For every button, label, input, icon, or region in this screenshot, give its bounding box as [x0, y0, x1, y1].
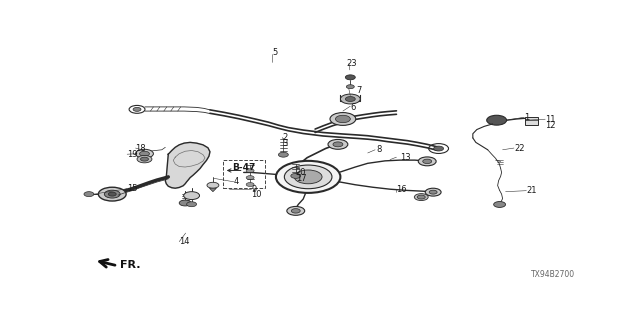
Circle shape — [425, 188, 441, 196]
Circle shape — [187, 202, 196, 207]
Circle shape — [141, 157, 148, 161]
Text: 11: 11 — [545, 115, 556, 124]
Text: 10: 10 — [251, 190, 262, 199]
Text: 4: 4 — [234, 177, 239, 186]
Circle shape — [104, 190, 120, 198]
Circle shape — [291, 173, 301, 178]
Circle shape — [179, 200, 191, 206]
Circle shape — [417, 195, 425, 199]
Circle shape — [493, 202, 506, 207]
Circle shape — [137, 156, 152, 163]
Text: 21: 21 — [527, 186, 537, 195]
Text: 19: 19 — [127, 150, 138, 159]
Circle shape — [419, 157, 436, 166]
Circle shape — [333, 142, 343, 147]
Text: 1: 1 — [524, 113, 529, 122]
Text: 2: 2 — [282, 133, 287, 142]
Text: FR.: FR. — [120, 260, 140, 270]
Text: 23: 23 — [347, 59, 358, 68]
Circle shape — [340, 94, 360, 104]
Circle shape — [346, 75, 355, 80]
Circle shape — [136, 149, 154, 158]
Circle shape — [434, 146, 444, 151]
Text: B-47: B-47 — [232, 163, 255, 172]
Circle shape — [287, 206, 305, 215]
Text: 20: 20 — [296, 168, 307, 177]
Circle shape — [133, 108, 141, 111]
Circle shape — [84, 192, 94, 196]
Circle shape — [423, 159, 431, 164]
Bar — [525, 117, 538, 124]
Circle shape — [335, 115, 350, 123]
Text: 9: 9 — [251, 185, 257, 194]
Circle shape — [99, 187, 126, 201]
Text: 5: 5 — [273, 48, 278, 57]
Circle shape — [346, 97, 355, 101]
Circle shape — [284, 165, 332, 189]
Circle shape — [140, 151, 150, 156]
Circle shape — [486, 115, 507, 125]
Polygon shape — [209, 188, 216, 192]
Circle shape — [278, 152, 288, 157]
Text: 7: 7 — [356, 86, 362, 95]
Text: 16: 16 — [396, 185, 407, 194]
Circle shape — [328, 140, 348, 149]
Circle shape — [291, 209, 300, 213]
Circle shape — [207, 182, 219, 188]
Text: 17: 17 — [296, 174, 307, 183]
Text: TX94B2700: TX94B2700 — [531, 270, 575, 279]
Circle shape — [246, 176, 254, 180]
Text: 13: 13 — [400, 153, 410, 162]
Text: 8: 8 — [376, 145, 382, 154]
Text: 15: 15 — [127, 184, 138, 193]
Circle shape — [429, 190, 437, 194]
Circle shape — [108, 192, 116, 196]
Text: 18: 18 — [136, 144, 146, 153]
Circle shape — [346, 85, 355, 89]
Text: 3: 3 — [282, 139, 288, 148]
Circle shape — [276, 161, 340, 193]
Text: 12: 12 — [545, 121, 556, 130]
Circle shape — [414, 194, 428, 201]
Circle shape — [330, 113, 356, 125]
Circle shape — [184, 192, 200, 200]
Circle shape — [246, 169, 254, 173]
Text: 22: 22 — [514, 144, 525, 153]
Text: 6: 6 — [350, 103, 356, 112]
Circle shape — [246, 182, 254, 187]
Text: 14: 14 — [179, 237, 189, 246]
Polygon shape — [165, 142, 210, 188]
Circle shape — [294, 170, 322, 184]
